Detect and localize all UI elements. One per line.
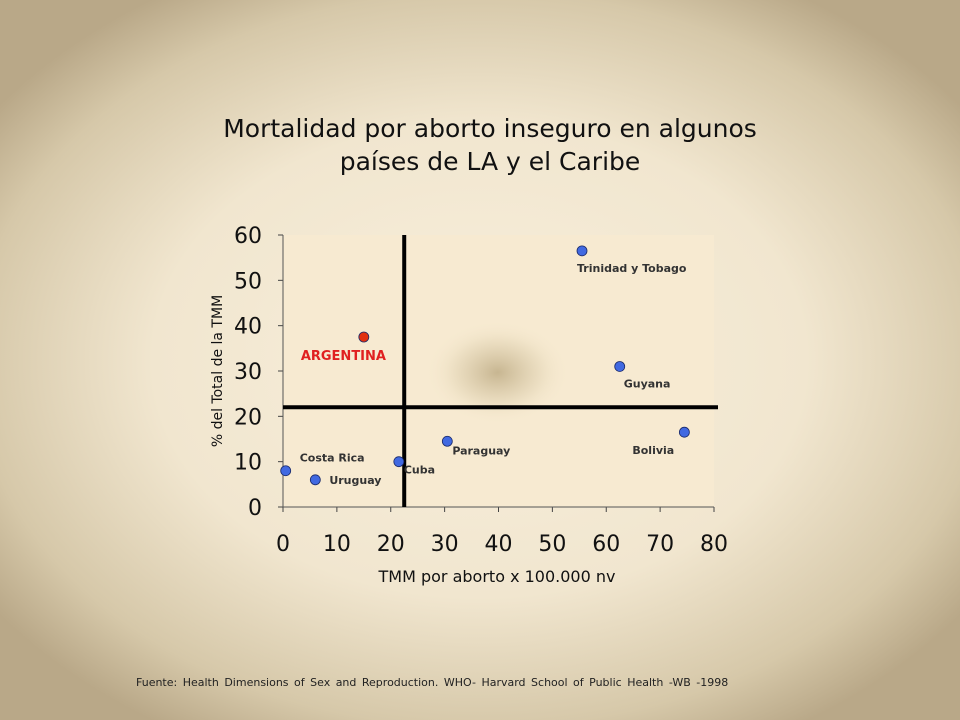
x-tick-label: 20 [377, 532, 405, 557]
source-note: Fuente: Health Dimensions of Sex and Rep… [136, 676, 729, 689]
point-label: Guyana [624, 377, 671, 390]
x-tick-label: 0 [276, 532, 290, 557]
point-trinidad-y-tobago [576, 245, 588, 257]
x-tick-label: 40 [485, 532, 513, 557]
point-label: Paraguay [452, 444, 510, 457]
point-paraguay [441, 435, 453, 447]
point-argentina [358, 331, 370, 343]
y-tick-label: 50 [234, 269, 262, 294]
point-cuba [393, 456, 405, 468]
x-tick-label: 70 [646, 532, 674, 557]
point-label: Trinidad y Tobago [577, 262, 687, 275]
point-bolivia [678, 426, 690, 438]
x-tick-label: 10 [323, 532, 351, 557]
point-label: Bolivia [632, 444, 674, 457]
x-tick-label: 80 [700, 532, 728, 557]
point-guyana [614, 361, 626, 372]
chart-title: Mortalidad por aborto inseguro en alguno… [160, 112, 820, 178]
y-tick-label: 40 [234, 315, 262, 340]
y-tick-label: 10 [234, 451, 262, 476]
title-line-1: Mortalidad por aborto inseguro en alguno… [223, 114, 757, 143]
point-costa-rica [280, 465, 292, 477]
point-label: Uruguay [329, 474, 381, 487]
point-uruguay [309, 474, 321, 486]
x-tick-label: 60 [592, 532, 620, 557]
point-label: Costa Rica [300, 452, 365, 465]
x-axis-label: TMM por aborto x 100.000 nv [378, 567, 616, 586]
x-tick-label: 50 [538, 532, 566, 557]
title-line-2: países de LA y el Caribe [339, 147, 641, 176]
y-axis-label: % del Total de la TMM [210, 295, 226, 447]
point-label: Cuba [404, 464, 435, 477]
x-tick-label: 30 [431, 532, 459, 557]
y-tick-label: 0 [248, 496, 262, 521]
y-tick-label: 20 [234, 405, 262, 430]
y-tick-label: 60 [234, 224, 262, 249]
y-tick-label: 30 [234, 360, 262, 385]
point-label: ARGENTINA [301, 349, 386, 364]
